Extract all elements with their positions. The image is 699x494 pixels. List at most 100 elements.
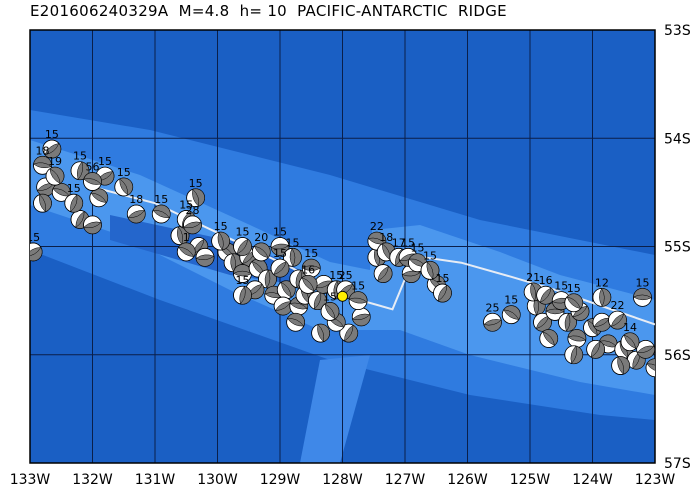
lat-label: 53S bbox=[664, 23, 691, 39]
depth-label: 19 bbox=[48, 155, 62, 168]
focal-mechanism-ball bbox=[245, 280, 265, 300]
focal-mechanism-ball bbox=[351, 307, 371, 327]
event-title: E201606240329A M=4.8 h= 10 PACIFIC-ANTAR… bbox=[30, 2, 507, 20]
focal-mechanism-ball: 22 bbox=[608, 299, 627, 330]
focal-mechanism-ball bbox=[308, 291, 327, 311]
depth-label: 15 bbox=[329, 269, 343, 282]
depth-label: 15 bbox=[411, 242, 425, 255]
focal-mechanism-ball: 15 bbox=[283, 236, 302, 267]
lon-label: 131W bbox=[135, 472, 176, 488]
depth-label: 1 bbox=[183, 231, 190, 244]
lon-label: 124W bbox=[572, 472, 613, 488]
focal-mechanism-ball: 15 bbox=[233, 226, 252, 256]
depth-label: 20 bbox=[254, 231, 268, 244]
depth-label: 28 bbox=[186, 204, 200, 217]
depth-label: 15 bbox=[436, 272, 450, 285]
depth-label: 15 bbox=[117, 166, 131, 179]
focal-mechanism-ball: 18 bbox=[33, 144, 52, 175]
focal-mechanism-ball: 15 bbox=[433, 272, 452, 303]
depth-label: 15 bbox=[26, 231, 40, 244]
focal-mechanism-ball bbox=[195, 247, 215, 267]
focal-mechanism-ball: 15 bbox=[151, 193, 171, 224]
latitude-labels: 53S 54S 55S 56S 57S bbox=[664, 23, 691, 472]
focal-mechanism-ball bbox=[592, 312, 612, 332]
focal-mechanism-ball: 15 bbox=[186, 177, 206, 208]
focal-mechanism-ball: 15 bbox=[211, 220, 231, 251]
lon-label: 127W bbox=[385, 472, 426, 488]
depth-label: 17 bbox=[392, 236, 406, 249]
depth-label: 15 bbox=[504, 294, 518, 307]
focal-mechanism-ball: 28 bbox=[183, 204, 202, 235]
depth-label: 18 bbox=[129, 193, 143, 206]
depth-label: 15 bbox=[273, 247, 287, 260]
depth-label: 21 bbox=[526, 271, 540, 284]
focal-mechanism-ball bbox=[233, 264, 252, 283]
focal-mechanism-ball bbox=[586, 339, 606, 359]
depth-label: 15 bbox=[273, 226, 287, 239]
depth-label: 15 bbox=[45, 128, 59, 141]
epicenter-marker bbox=[337, 290, 348, 302]
focal-mechanism-ball: 15 bbox=[301, 247, 321, 278]
focal-mechanism-ball: 15 bbox=[114, 166, 134, 197]
focal-mechanism-ball bbox=[311, 323, 331, 343]
focal-mechanism-ball: 19 bbox=[45, 155, 65, 186]
focal-mechanism-ball: 12 bbox=[592, 276, 612, 307]
focal-mechanism-ball bbox=[567, 329, 587, 348]
focal-mechanism-ball: 18 bbox=[126, 193, 146, 224]
focal-mechanism-ball bbox=[83, 215, 102, 235]
depth-label: 15 bbox=[236, 226, 250, 239]
focal-mechanism-ball: 15 bbox=[233, 274, 252, 305]
longitude-labels: 133W 132W 131W 130W 129W 128W 127W 126W 125W 124W… bbox=[10, 472, 676, 488]
focal-mechanism-ball bbox=[339, 323, 359, 343]
focal-mechanism-ball bbox=[373, 264, 393, 283]
depth-label: 18 bbox=[379, 231, 393, 244]
depth-label: 15 bbox=[73, 150, 87, 163]
depth-label: 15 bbox=[67, 182, 81, 195]
focal-mechanism-ball: 15 bbox=[408, 242, 427, 273]
focal-mechanism-ball bbox=[533, 312, 552, 332]
depth-label: 15 bbox=[179, 198, 193, 211]
depth-label: 15 bbox=[236, 274, 250, 287]
focal-mechanism-ball: 15 bbox=[501, 294, 521, 325]
lon-label: 132W bbox=[72, 472, 113, 488]
depth-label: 16 bbox=[301, 263, 315, 276]
lat-label: 54S bbox=[664, 131, 691, 147]
focal-mechanism-ball bbox=[286, 312, 306, 332]
focal-mechanism-ball: 15 bbox=[420, 249, 440, 280]
depth-label: 15 bbox=[323, 290, 337, 303]
focal-mechanism-ball bbox=[645, 358, 655, 378]
focal-mechanism-ball: 15 bbox=[270, 247, 290, 278]
fracture-zone-tail bbox=[300, 355, 370, 463]
depth-label: 15 bbox=[554, 280, 568, 293]
lon-label: 129W bbox=[260, 472, 301, 488]
focal-mechanism-ball: 15 bbox=[64, 182, 84, 213]
depth-label: 15 bbox=[154, 193, 168, 206]
focal-mechanism-ball: 1 bbox=[176, 231, 196, 262]
depth-label: 22 bbox=[611, 299, 625, 312]
depth-label: 25 bbox=[486, 301, 500, 314]
focal-mechanism-ball: 15 bbox=[26, 231, 43, 262]
focal-mechanism-ball: 16 bbox=[298, 263, 318, 294]
focal-mechanism-ball bbox=[636, 339, 655, 359]
focal-mechanism-ball bbox=[51, 182, 71, 202]
depth-label: 16 bbox=[539, 274, 553, 287]
depth-label: 25 bbox=[339, 269, 353, 282]
lat-label: 55S bbox=[664, 240, 691, 256]
focal-mechanism-ball bbox=[89, 188, 109, 208]
focal-mechanism-ball: 14 bbox=[620, 321, 640, 352]
lon-label: 133W bbox=[10, 472, 51, 488]
focal-mechanism-ball: 16 bbox=[536, 274, 556, 305]
depth-label: 14 bbox=[623, 321, 637, 334]
focal-mechanism-ball: 15 bbox=[633, 276, 652, 307]
focal-mechanism-ball: 15 bbox=[42, 128, 62, 159]
focal-mechanism-ball bbox=[33, 193, 52, 213]
depth-label: 56 bbox=[86, 161, 100, 174]
depth-label: 15 bbox=[98, 155, 112, 168]
focal-mechanism-ball: 20 bbox=[251, 231, 271, 262]
focal-mechanism-ball: 56 bbox=[83, 161, 102, 191]
focal-mechanism-ball: 25 bbox=[483, 301, 502, 332]
depth-label: 15 bbox=[286, 236, 300, 249]
focal-mechanism-ball: 15 bbox=[348, 280, 368, 311]
